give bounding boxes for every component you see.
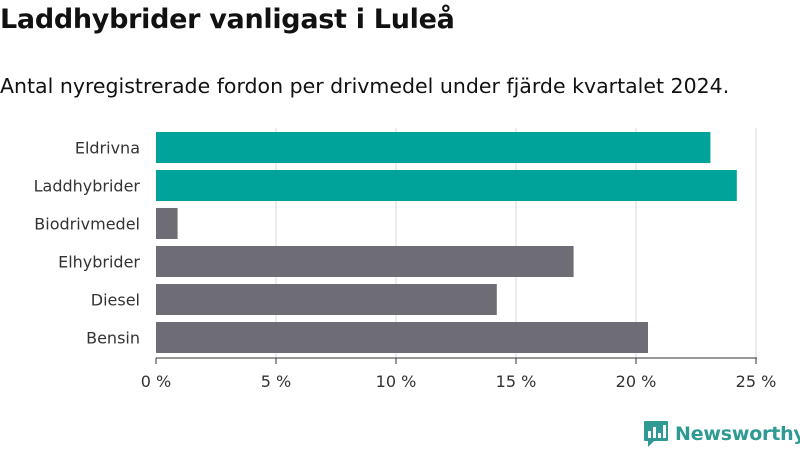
bar: [156, 132, 711, 163]
x-tick-label: 20 %: [616, 372, 657, 391]
bar: [156, 322, 648, 353]
bar: [156, 208, 178, 239]
bar: [156, 284, 497, 315]
chart-title: Laddhybrider vanligast i Luleå: [0, 4, 455, 35]
x-tick-label: 5 %: [261, 372, 291, 391]
x-tick-label: 25 %: [736, 372, 777, 391]
chart-subtitle: Antal nyregistrerade fordon per drivmede…: [0, 74, 730, 98]
category-label: Laddhybrider: [34, 177, 141, 196]
x-tick-label: 0 %: [141, 372, 171, 391]
category-label: Eldrivna: [75, 139, 140, 158]
newsworthy-logo: Newsworthy: [643, 419, 800, 449]
category-label: Biodrivmedel: [34, 215, 140, 234]
category-label: Bensin: [86, 329, 140, 348]
bar: [156, 170, 737, 201]
x-tick-label: 15 %: [496, 372, 537, 391]
bar: [156, 246, 574, 277]
logo-text: Newsworthy: [675, 423, 800, 445]
bar-chart-speech-bubble-icon: [644, 421, 668, 447]
x-tick-label: 10 %: [376, 372, 417, 391]
category-label: Elhybrider: [58, 253, 140, 272]
category-label: Diesel: [91, 291, 140, 310]
